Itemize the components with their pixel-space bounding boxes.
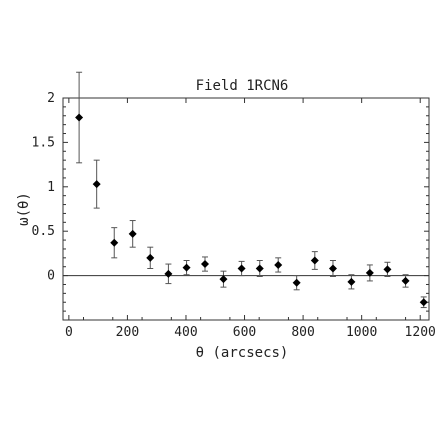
x-tick-label: 800 <box>291 325 314 340</box>
data-point-marker <box>401 276 410 285</box>
data-point-marker <box>292 278 301 287</box>
data-point-marker <box>255 264 264 273</box>
data-point-marker <box>201 260 210 269</box>
plot-frame <box>62 97 430 321</box>
data-point-marker <box>274 260 283 269</box>
data-point-marker <box>419 298 428 307</box>
data-point-marker <box>383 265 392 274</box>
x-tick-label: 400 <box>174 325 197 340</box>
data-point-marker <box>182 263 191 272</box>
data-point-marker <box>164 269 173 278</box>
x-tick-label: 1200 <box>405 325 436 340</box>
y-axis-ticks: 0 0.5 1 1.5 2 <box>32 91 429 312</box>
data-point-marker <box>347 277 356 286</box>
y-axis-title: ω(θ) <box>16 192 32 226</box>
data-point-marker <box>92 180 101 189</box>
data-point-marker <box>219 275 228 284</box>
y-tick-label: 0.5 <box>32 224 55 239</box>
data-point-marker <box>75 113 84 122</box>
x-tick-label: 1000 <box>346 325 377 340</box>
data-point-marker <box>110 238 119 247</box>
y-tick-label: 1.5 <box>32 135 55 150</box>
x-axis-title: θ (arcsecs) <box>196 345 289 361</box>
data-point-marker <box>328 264 337 273</box>
y-tick-label: 1 <box>47 180 55 195</box>
chart-title: Field 1RCN6 <box>196 78 289 94</box>
x-axis-ticks: 0 200 400 600 800 1000 1200 <box>65 98 436 340</box>
x-tick-label: 200 <box>116 325 139 340</box>
y-tick-label: 2 <box>47 91 55 106</box>
x-tick-label: 600 <box>233 325 256 340</box>
data-point-marker <box>128 229 137 238</box>
data-point-marker <box>365 268 374 277</box>
data-points <box>75 71 428 309</box>
data-point-marker <box>310 256 319 265</box>
data-point-marker <box>146 253 155 262</box>
y-tick-label: 0 <box>47 269 55 284</box>
x-tick-label: 0 <box>65 325 73 340</box>
data-point-marker <box>237 264 246 273</box>
